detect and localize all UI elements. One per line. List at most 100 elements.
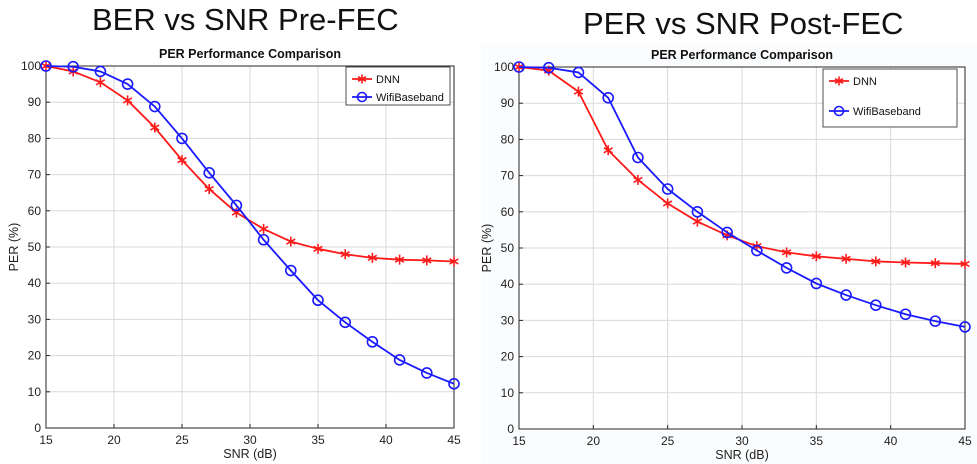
y-tick-label: 60 xyxy=(28,204,42,218)
data-point-wifibaseband xyxy=(366,336,379,348)
x-tick-label: 35 xyxy=(810,434,824,448)
data-point-wifibaseband xyxy=(632,151,644,164)
data-point-dnn xyxy=(603,145,613,156)
data-point-wifibaseband xyxy=(780,262,793,274)
legend-box xyxy=(345,66,451,106)
x-tick-label: 30 xyxy=(243,433,257,447)
data-point-dnn xyxy=(841,253,851,264)
data-point-dnn xyxy=(340,249,350,260)
y-tick-label: 80 xyxy=(28,131,42,145)
y-tick-label: 20 xyxy=(28,349,42,363)
data-point-wifibaseband xyxy=(448,378,460,390)
data-point-wifibaseband xyxy=(840,289,852,301)
data-point-wifibaseband xyxy=(810,277,823,290)
data-point-wifibaseband xyxy=(230,199,243,212)
x-tick-label: 40 xyxy=(884,434,898,448)
data-point-dnn xyxy=(258,223,269,234)
y-tick-label: 100 xyxy=(494,60,514,74)
data-point-dnn xyxy=(449,256,459,267)
data-point-wifibaseband xyxy=(929,315,942,327)
y-tick-label: 20 xyxy=(501,350,515,364)
y-tick-label: 30 xyxy=(501,313,515,327)
data-point-dnn xyxy=(692,216,703,227)
data-point-wifibaseband xyxy=(899,308,912,321)
y-axis-label: PER (%) xyxy=(480,224,494,273)
legend-swatch-marker xyxy=(356,91,368,103)
legend-label: WifiBaseband xyxy=(853,106,921,118)
data-point-dnn xyxy=(177,155,187,166)
data-point-wifibaseband xyxy=(312,294,324,307)
data-point-dnn xyxy=(286,236,296,247)
y-tick-label: 0 xyxy=(34,421,41,435)
data-point-wifibaseband xyxy=(121,78,134,90)
left-heading: BER vs SNR Pre-FEC xyxy=(92,2,399,37)
y-tick-label: 60 xyxy=(501,205,515,219)
data-point-wifibaseband xyxy=(959,321,971,333)
y-tick-label: 30 xyxy=(28,312,42,326)
data-point-wifibaseband xyxy=(572,66,585,79)
data-point-wifibaseband xyxy=(67,60,79,73)
data-point-wifibaseband xyxy=(94,65,107,78)
chart-title: PER Performance Comparison xyxy=(651,48,833,62)
x-tick-label: 45 xyxy=(447,433,461,447)
data-point-dnn xyxy=(811,251,822,262)
data-point-dnn xyxy=(231,207,242,218)
data-point-wifibaseband xyxy=(257,233,270,246)
x-tick-label: 15 xyxy=(39,433,53,447)
data-point-dnn xyxy=(662,198,673,209)
data-point-dnn xyxy=(122,95,133,106)
legend-box xyxy=(822,68,958,128)
data-point-wifibaseband xyxy=(869,299,882,311)
y-tick-label: 10 xyxy=(28,385,42,399)
legend-label: WifiBaseband xyxy=(376,92,444,104)
x-tick-label: 45 xyxy=(958,434,972,448)
legend-label: DNN xyxy=(853,76,877,88)
legend-label: DNN xyxy=(376,74,400,86)
data-point-wifibaseband xyxy=(661,183,674,195)
series-line-dnn xyxy=(45,65,455,263)
data-point-wifibaseband xyxy=(203,166,215,179)
x-tick-label: 20 xyxy=(107,433,121,447)
data-point-dnn xyxy=(633,174,643,185)
data-point-dnn xyxy=(422,255,432,266)
legend-swatch-marker xyxy=(834,76,844,86)
x-tick-label: 35 xyxy=(311,433,325,447)
data-point-wifibaseband xyxy=(284,264,297,277)
data-point-dnn xyxy=(573,86,584,97)
y-tick-label: 80 xyxy=(501,132,515,146)
x-tick-label: 15 xyxy=(512,434,526,448)
data-point-wifibaseband xyxy=(542,61,555,74)
x-tick-label: 40 xyxy=(379,433,393,447)
x-axis-label: SNR (dB) xyxy=(715,448,768,462)
series-line-wifibaseband xyxy=(45,65,455,385)
y-tick-label: 50 xyxy=(28,240,42,254)
data-point-wifibaseband xyxy=(691,206,704,218)
data-point-dnn xyxy=(204,184,214,195)
x-tick-label: 25 xyxy=(175,433,189,447)
y-tick-label: 100 xyxy=(21,59,41,73)
y-tick-label: 50 xyxy=(501,241,515,255)
data-point-dnn xyxy=(313,243,323,254)
data-point-dnn xyxy=(394,254,405,265)
x-tick-label: 25 xyxy=(661,434,675,448)
x-tick-label: 30 xyxy=(735,434,749,448)
y-tick-label: 70 xyxy=(28,168,42,182)
data-point-wifibaseband xyxy=(420,367,433,379)
x-axis-label: SNR (dB) xyxy=(223,447,276,461)
data-point-wifibaseband xyxy=(751,244,763,257)
y-tick-label: 40 xyxy=(501,277,515,291)
right-heading: PER vs SNR Post-FEC xyxy=(583,6,904,41)
left-chart-panel: PER Performance Comparison 15 20 25 30 35 40 45… xyxy=(0,40,472,464)
data-point-dnn xyxy=(871,256,881,267)
data-point-wifibaseband xyxy=(721,226,733,239)
right-chart: PER Performance Comparison 15 20 25 30 35 40 45… xyxy=(480,48,972,462)
y-tick-label: 10 xyxy=(501,386,515,400)
left-chart: PER Performance Comparison 15 20 25 30 35 40 45… xyxy=(7,47,461,461)
data-point-dnn xyxy=(960,258,970,269)
data-point-dnn xyxy=(367,252,378,263)
data-point-dnn xyxy=(930,258,941,269)
y-tick-label: 70 xyxy=(501,169,515,183)
data-point-wifibaseband xyxy=(513,61,525,73)
data-point-wifibaseband xyxy=(393,354,406,366)
data-point-wifibaseband xyxy=(176,132,188,145)
